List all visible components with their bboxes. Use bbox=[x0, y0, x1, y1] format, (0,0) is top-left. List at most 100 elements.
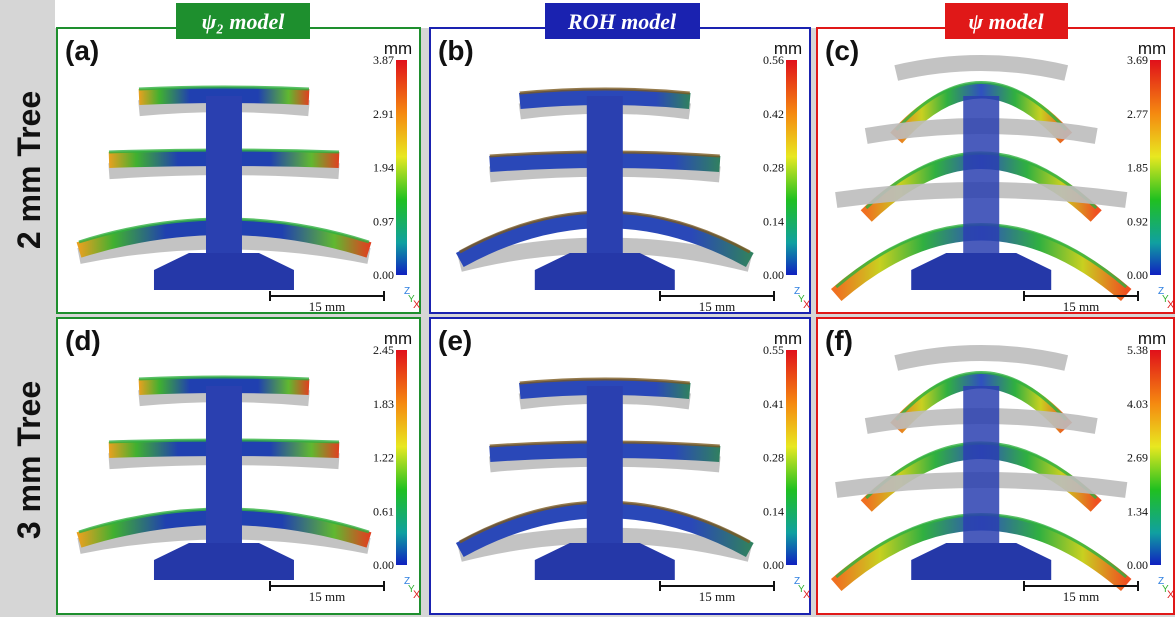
colorbar-tick-label: 0.42 bbox=[763, 107, 784, 121]
trunk bbox=[205, 96, 242, 266]
colorbar-tick-label: 0.28 bbox=[763, 161, 784, 175]
colorbar-tick-label: 0.55 bbox=[763, 343, 784, 357]
colorbar-tick-label: 1.34 bbox=[1127, 504, 1148, 518]
colorbar-tick-label: 0.28 bbox=[763, 451, 784, 465]
arm-top-edge bbox=[895, 371, 1068, 422]
base bbox=[153, 253, 294, 290]
panel-label: (a) bbox=[65, 35, 99, 66]
arm-top-edge bbox=[519, 377, 690, 385]
base bbox=[153, 543, 294, 580]
colorbar-tick-label: 0.00 bbox=[373, 558, 394, 572]
colorbar-tick-label: 0.14 bbox=[763, 214, 784, 228]
colorbar bbox=[786, 60, 797, 275]
colorbar-tick-label: 2.45 bbox=[373, 343, 394, 357]
colorbar-tick-label: 3.87 bbox=[373, 53, 394, 67]
colorbar-tick-label: 2.91 bbox=[373, 107, 394, 121]
colorbar-tick-label: 0.92 bbox=[1127, 214, 1148, 228]
axis-x: X bbox=[1167, 299, 1175, 311]
colorbar bbox=[1150, 350, 1161, 565]
axis-z: Z bbox=[404, 286, 410, 297]
base bbox=[911, 543, 1052, 580]
axis-y: Y bbox=[1162, 584, 1169, 595]
colorbar bbox=[786, 350, 797, 565]
colorbar-tick-label: 0.56 bbox=[763, 53, 784, 67]
axis-y: Y bbox=[408, 294, 415, 305]
colorbar-tick-label: 0.97 bbox=[373, 214, 394, 228]
scale-label: 15 mm bbox=[309, 299, 345, 314]
arm-top-edge bbox=[138, 85, 310, 91]
row-label: 2 mm Tree bbox=[11, 91, 47, 249]
axis-x: X bbox=[1167, 589, 1175, 601]
colorbar-unit: mm bbox=[384, 39, 412, 58]
panel: (b) mm0.56 0.42 0.28 0.14 0.00 15 mm ZYX bbox=[429, 27, 811, 314]
scale-label: 15 mm bbox=[699, 299, 735, 314]
panel-label: (f) bbox=[825, 325, 853, 356]
axis-z: Z bbox=[794, 286, 800, 297]
colorbar-tick-label: 0.14 bbox=[763, 504, 784, 518]
scale-label: 15 mm bbox=[699, 589, 735, 604]
scale-label: 15 mm bbox=[1063, 299, 1099, 314]
panel: (d) mm2.45 1.83 1.22 0.61 0.00 15 mm ZYX bbox=[56, 317, 421, 615]
undeformed-arm bbox=[894, 55, 1069, 81]
base bbox=[534, 253, 675, 290]
axis-x: X bbox=[803, 589, 811, 601]
colorbar-unit: mm bbox=[384, 329, 412, 348]
header-badge bbox=[945, 3, 1068, 39]
colorbar-unit: mm bbox=[774, 329, 802, 348]
colorbar-tick-label: 0.61 bbox=[373, 504, 394, 518]
base bbox=[911, 253, 1052, 290]
axis-x: X bbox=[413, 299, 421, 311]
colorbar-tick-label: 1.22 bbox=[373, 451, 394, 465]
deformed-arm bbox=[138, 377, 310, 395]
axis-z: Z bbox=[1158, 286, 1164, 297]
colorbar-tick-label: 1.94 bbox=[373, 161, 394, 175]
colorbar-tick-label: 4.03 bbox=[1127, 397, 1148, 411]
colorbar-tick-label: 0.00 bbox=[763, 268, 784, 282]
axis-x: X bbox=[413, 589, 421, 601]
base bbox=[534, 543, 675, 580]
column-title: ψ₂ model bbox=[202, 9, 286, 34]
trunk bbox=[963, 96, 1000, 266]
arm-top-edge bbox=[138, 375, 310, 381]
colorbar-tick-label: 2.69 bbox=[1127, 451, 1148, 465]
colorbar-tick-label: 2.77 bbox=[1127, 107, 1148, 121]
row-label: 3 mm Tree bbox=[11, 381, 47, 539]
colorbar-unit: mm bbox=[1138, 39, 1166, 58]
deformed-arm bbox=[138, 87, 310, 105]
colorbar-tick-label: 5.38 bbox=[1127, 343, 1148, 357]
colorbar-tick-label: 3.69 bbox=[1127, 53, 1148, 67]
panel-label: (d) bbox=[65, 325, 101, 356]
header-badge bbox=[545, 3, 700, 39]
column-title: ψ model bbox=[968, 9, 1044, 34]
colorbar-unit: mm bbox=[774, 39, 802, 58]
colorbar bbox=[1150, 60, 1161, 275]
colorbar-tick-label: 1.83 bbox=[373, 397, 394, 411]
panel: (e) mm0.55 0.41 0.28 0.14 0.00 15 mm ZYX bbox=[429, 317, 811, 615]
trunk bbox=[963, 386, 1000, 556]
axis-y: Y bbox=[798, 294, 805, 305]
axis-z: Z bbox=[794, 576, 800, 587]
column-title: ROH model bbox=[567, 9, 677, 34]
panel-label: (e) bbox=[438, 325, 472, 356]
scale-label: 15 mm bbox=[309, 589, 345, 604]
deformed-arm bbox=[890, 82, 1073, 144]
colorbar-tick-label: 0.00 bbox=[1127, 268, 1148, 282]
panel-label: (c) bbox=[825, 35, 859, 66]
colorbar-tick-label: 1.85 bbox=[1127, 161, 1148, 175]
scale-label: 15 mm bbox=[1063, 589, 1099, 604]
arm-top-edge bbox=[895, 81, 1068, 132]
axis-y: Y bbox=[1162, 294, 1169, 305]
panel: (c) mm3.69 2.77 1.85 0.92 0.00 15 mm ZYX bbox=[816, 27, 1175, 314]
header-badge bbox=[176, 3, 310, 39]
colorbar bbox=[396, 60, 407, 275]
axis-y: Y bbox=[798, 584, 805, 595]
deformed-arm bbox=[890, 372, 1073, 434]
axis-z: Z bbox=[1158, 576, 1164, 587]
colorbar-tick-label: 0.00 bbox=[763, 558, 784, 572]
colorbar bbox=[396, 350, 407, 565]
undeformed-arm bbox=[894, 345, 1069, 371]
panel: (f) mm5.38 4.03 2.69 1.34 0.00 15 mm ZYX bbox=[816, 317, 1175, 615]
axis-y: Y bbox=[408, 584, 415, 595]
trunk bbox=[586, 96, 623, 266]
